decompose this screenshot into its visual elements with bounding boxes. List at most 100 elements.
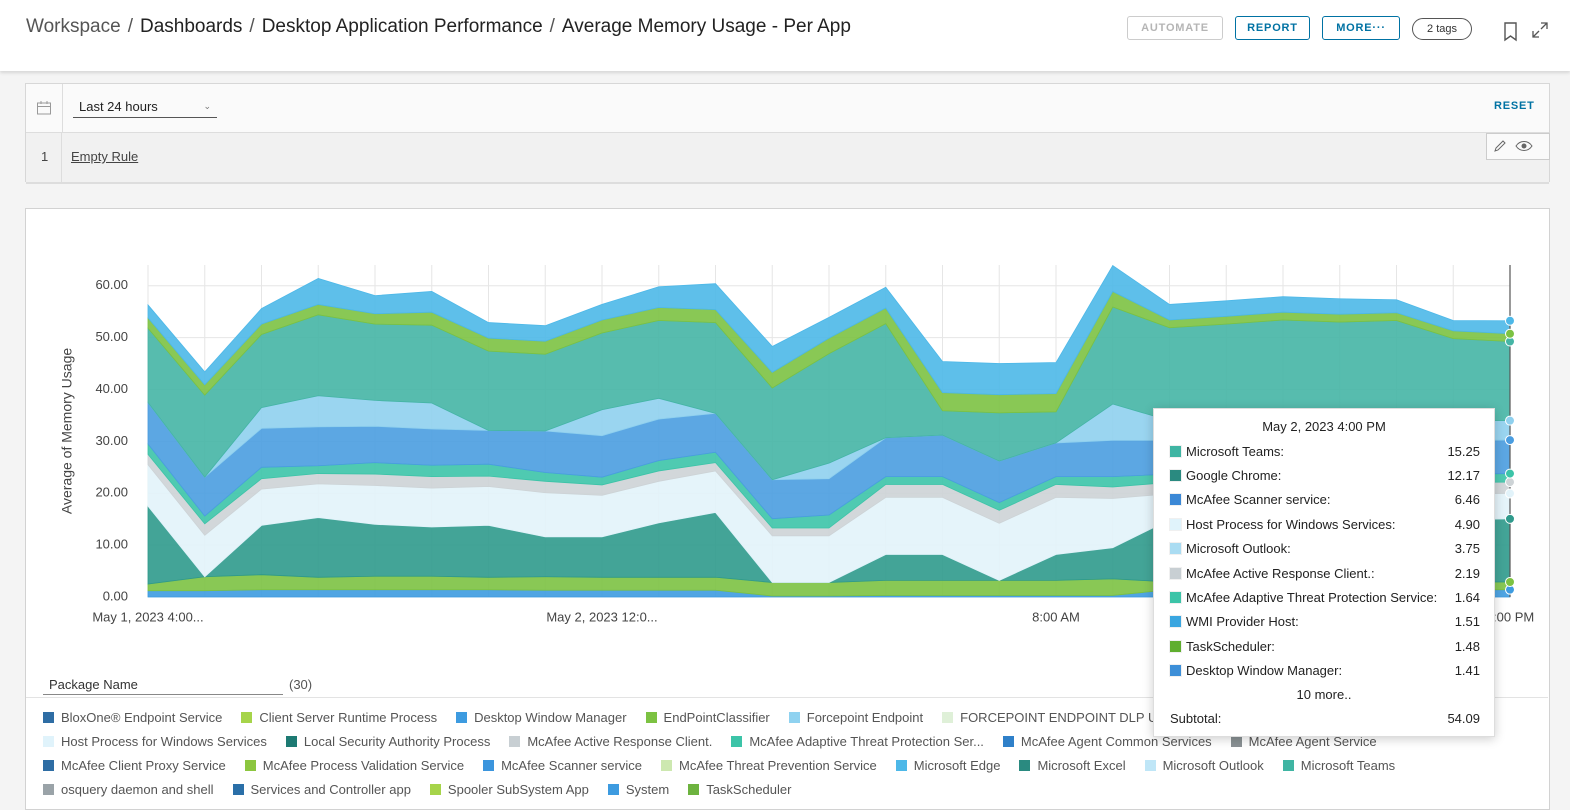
legend-label: EndPointClassifier bbox=[663, 709, 770, 725]
tooltip-swatch bbox=[1169, 664, 1182, 678]
y-tick-label: 40.00 bbox=[95, 381, 128, 396]
calendar-icon[interactable] bbox=[36, 100, 52, 116]
tooltip-swatch bbox=[1169, 615, 1182, 629]
tooltip-swatch bbox=[1169, 493, 1182, 507]
legend-label: TaskScheduler bbox=[706, 781, 792, 797]
legend-item[interactable]: System bbox=[607, 777, 669, 801]
legend-item[interactable]: Microsoft Teams bbox=[1282, 753, 1395, 777]
tooltip-row: McAfee Active Response Client.: 2.19 bbox=[1169, 563, 1480, 583]
tooltip-row: Host Process for Windows Services: 4.90 bbox=[1169, 514, 1480, 534]
legend-label: McAfee Adaptive Threat Protection Ser... bbox=[749, 733, 984, 749]
divider bbox=[26, 697, 1548, 698]
legend-item[interactable]: TaskScheduler bbox=[688, 777, 791, 801]
legend-item[interactable]: Local Security Authority Process bbox=[285, 729, 491, 753]
legend-item[interactable]: Microsoft Excel bbox=[1019, 753, 1126, 777]
legend-swatch bbox=[1019, 759, 1031, 771]
hover-dot bbox=[1505, 415, 1515, 426]
legend-label: McAfee Agent Service bbox=[1248, 733, 1377, 749]
legend-item[interactable]: Microsoft Edge bbox=[895, 753, 1000, 777]
tags-pill[interactable]: 2 tags bbox=[1412, 18, 1472, 40]
legend-label: McAfee Active Response Client. bbox=[527, 733, 713, 749]
legend-swatch bbox=[429, 783, 441, 795]
tooltip-name: Host Process for Windows Services: bbox=[1186, 516, 1396, 532]
legend-swatch bbox=[645, 711, 657, 723]
package-count: (30) bbox=[289, 677, 313, 692]
legend-item[interactable]: McAfee Client Proxy Service bbox=[43, 753, 226, 777]
bookmark-icon[interactable] bbox=[1503, 22, 1519, 42]
tooltip-swatch bbox=[1169, 444, 1182, 458]
legend-item[interactable]: McAfee Agent Service bbox=[1230, 729, 1377, 753]
expand-icon[interactable] bbox=[1532, 22, 1548, 38]
hover-dot bbox=[1505, 577, 1515, 588]
hover-dot bbox=[1505, 328, 1515, 339]
tooltip-row: McAfee Scanner service: 6.46 bbox=[1169, 490, 1480, 510]
legend-label: McAfee Scanner service bbox=[501, 757, 642, 773]
automate-button: AUTOMATE bbox=[1127, 16, 1223, 40]
legend-swatch bbox=[285, 735, 297, 747]
page-title: Average Memory Usage - Per App bbox=[561, 16, 851, 37]
legend-label: Local Security Authority Process bbox=[303, 733, 491, 749]
legend-swatch bbox=[1002, 735, 1014, 747]
legend-item[interactable]: McAfee Agent Common Services bbox=[1002, 729, 1212, 753]
separator: / bbox=[127, 16, 133, 37]
legend-item[interactable]: Microsoft Outlook bbox=[1144, 753, 1264, 777]
rule-row: 1 Empty Rule bbox=[26, 132, 1550, 184]
tooltip-value: 1.48 bbox=[1454, 638, 1480, 654]
rule-number: 1 bbox=[41, 149, 49, 164]
legend-label: McAfee Client Proxy Service bbox=[61, 757, 226, 773]
tooltip-row: TaskScheduler: 1.48 bbox=[1169, 636, 1480, 656]
legend-item[interactable]: Spooler SubSystem App bbox=[429, 777, 589, 801]
edit-icon[interactable] bbox=[1492, 138, 1508, 154]
view-icon[interactable] bbox=[1515, 138, 1533, 154]
rule-link[interactable]: Empty Rule bbox=[71, 149, 139, 164]
tooltip-name: Desktop Window Manager: bbox=[1186, 663, 1343, 679]
tooltip-swatch bbox=[1169, 542, 1182, 556]
legend-label: Desktop Window Manager bbox=[474, 709, 627, 725]
legend-item[interactable]: FORCEPOINT ENDPOINT DLP UI bbox=[942, 705, 1161, 729]
rule-actions bbox=[1486, 133, 1550, 160]
legend-item[interactable]: EndPointClassifier bbox=[645, 705, 770, 729]
y-tick-label: 60.00 bbox=[95, 277, 128, 292]
legend-item[interactable]: Services and Controller app bbox=[232, 777, 411, 801]
legend-item[interactable]: BloxOne® Endpoint Service bbox=[43, 705, 222, 729]
legend-item[interactable]: Desktop Window Manager bbox=[456, 705, 627, 729]
legend-swatch bbox=[731, 735, 743, 747]
y-tick-label: 20.00 bbox=[95, 485, 128, 500]
legend-swatch bbox=[607, 783, 619, 795]
divider bbox=[61, 133, 62, 182]
report-button[interactable]: REPORT bbox=[1235, 16, 1310, 40]
breadcrumb-link[interactable]: Workspace bbox=[26, 16, 121, 37]
package-filter[interactable]: Package Name bbox=[43, 674, 283, 695]
tooltip-swatch bbox=[1169, 566, 1182, 580]
legend-item[interactable]: Host Process for Windows Services bbox=[43, 729, 267, 753]
subtotal-value: 54.09 bbox=[1447, 710, 1480, 726]
legend-label: Spooler SubSystem App bbox=[447, 781, 589, 797]
breadcrumb-link[interactable]: Desktop Application Performance bbox=[261, 16, 543, 37]
filter-panel: Last 24 hours ⌄ RESET 1 Empty Rule bbox=[25, 83, 1550, 184]
legend-item[interactable]: McAfee Scanner service bbox=[483, 753, 642, 777]
time-range-select[interactable]: Last 24 hours ⌄ bbox=[73, 96, 217, 118]
legend-item[interactable]: Client Server Runtime Process bbox=[241, 705, 437, 729]
legend-item[interactable]: Forcepoint Endpoint bbox=[788, 705, 923, 729]
legend-label: osquery daemon and shell bbox=[61, 781, 214, 797]
tooltip-more[interactable]: 10 more.. bbox=[1296, 687, 1352, 702]
tooltip-value: 2.19 bbox=[1454, 565, 1480, 581]
legend-item[interactable]: McAfee Threat Prevention Service bbox=[661, 753, 877, 777]
legend-item[interactable]: McAfee Process Validation Service bbox=[244, 753, 464, 777]
tooltip-name: TaskScheduler: bbox=[1186, 638, 1275, 654]
legend-item[interactable]: McAfee Adaptive Threat Protection Ser... bbox=[731, 729, 984, 753]
tooltip-swatch bbox=[1169, 468, 1182, 482]
legend-swatch bbox=[1230, 735, 1242, 747]
more-button[interactable]: MORE··· bbox=[1322, 16, 1400, 40]
legend-item[interactable]: McAfee Active Response Client. bbox=[509, 729, 712, 753]
chevron: ⌄ bbox=[203, 101, 211, 111]
tooltip-title: May 2, 2023 4:00 PM bbox=[1262, 419, 1386, 434]
x-tick-label: May 1, 2023 4:00... bbox=[92, 609, 203, 624]
reset-button[interactable]: RESET bbox=[1494, 100, 1535, 112]
tooltip-value: 4.90 bbox=[1454, 516, 1480, 532]
breadcrumb-link[interactable]: Dashboards bbox=[139, 16, 243, 37]
legend-item[interactable]: osquery daemon and shell bbox=[43, 777, 214, 801]
tooltip-value: 1.64 bbox=[1454, 589, 1480, 605]
legend-swatch bbox=[43, 759, 54, 771]
